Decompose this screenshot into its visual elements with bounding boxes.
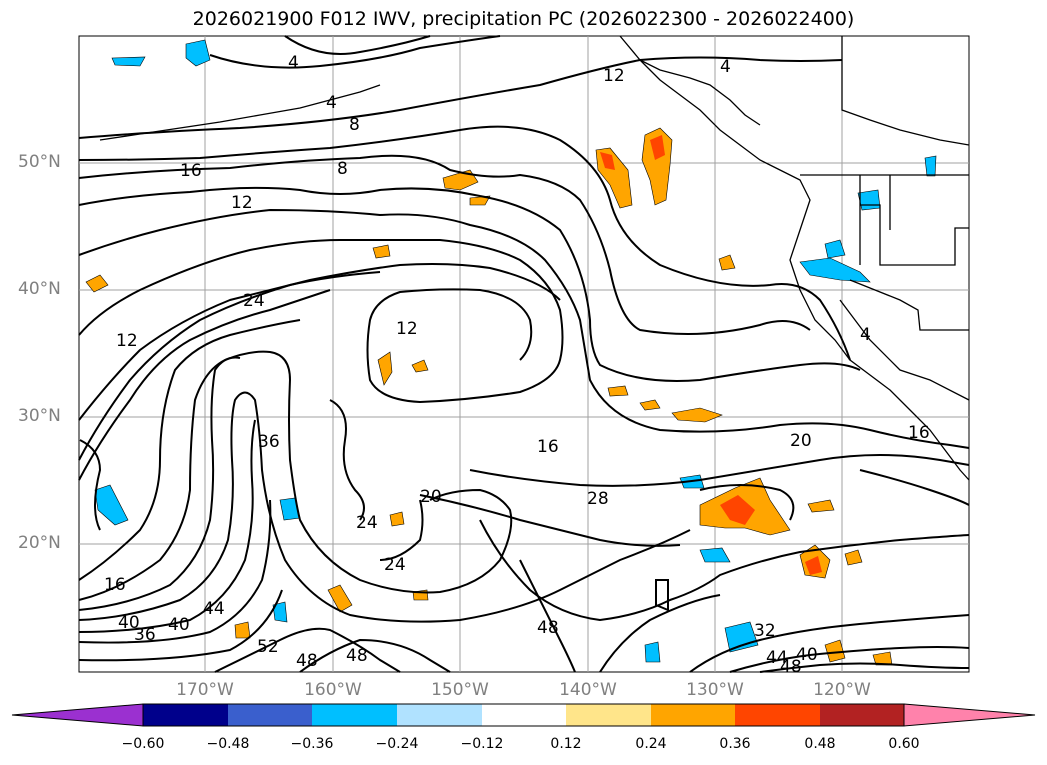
contour-labels: 4 4 4 12 8 8 16 12 12 12 24 36 16 20 20 … — [104, 53, 930, 677]
lon-label-150w: 150°W — [431, 680, 489, 700]
lat-label-40n: 40°N — [18, 279, 61, 299]
lon-label-120w: 120°W — [813, 680, 871, 700]
contour-label: 4 — [326, 93, 337, 113]
contour-label: 4 — [288, 53, 299, 73]
lat-label-30n: 30°N — [18, 406, 61, 426]
lat-label-20n: 20°N — [18, 533, 61, 553]
colorbar-tick: 0.24 — [635, 736, 667, 752]
contour-label: 16 — [537, 437, 559, 457]
contour-label: 32 — [754, 621, 776, 641]
contour-label: 20 — [790, 431, 812, 451]
contour-label: 16 — [104, 575, 126, 595]
gridlines — [79, 36, 969, 672]
contour-label: 12 — [396, 319, 418, 339]
colorbar-tick: −0.60 — [121, 736, 165, 752]
contour-label: 44 — [203, 599, 225, 619]
contour-label: 48 — [296, 651, 318, 671]
contour-label: 24 — [243, 291, 265, 311]
contour-label: 48 — [780, 657, 802, 677]
lon-label-160w: 160°W — [304, 680, 362, 700]
map-title: 2026021900 F012 IWV, precipitation PC (2… — [192, 8, 855, 30]
contour-label: 12 — [116, 331, 138, 351]
contour-label: 16 — [180, 161, 202, 181]
contour-label: 48 — [537, 618, 559, 638]
contour-label: 36 — [258, 432, 280, 452]
lon-label-170w: 170°W — [176, 680, 234, 700]
precip-positive-shading — [85, 127, 893, 666]
contour-label: 8 — [337, 159, 348, 179]
lon-label-140w: 140°W — [559, 680, 617, 700]
colorbar-tick: −0.36 — [290, 736, 334, 752]
colorbar-tick: 0.48 — [804, 736, 836, 752]
contour-label: 40 — [118, 613, 140, 633]
contour-label: 20 — [420, 487, 442, 507]
contour-label: 4 — [860, 325, 871, 345]
colorbar-tick: 0.60 — [888, 736, 920, 752]
colorbar-tick: 0.12 — [550, 736, 582, 752]
colorbar-tick: −0.12 — [460, 736, 504, 752]
iwv-contours — [78, 35, 970, 673]
contour-label: 48 — [346, 646, 368, 666]
precip-negative-shading — [94, 39, 937, 663]
contour-label: 24 — [356, 513, 378, 533]
contour-label: 12 — [231, 193, 253, 213]
lon-label-130w: 130°W — [686, 680, 744, 700]
lat-label-50n: 50°N — [18, 152, 61, 172]
contour-label: 8 — [349, 115, 360, 135]
colorbar-tick: −0.24 — [375, 736, 419, 752]
contour-label: 36 — [134, 625, 156, 645]
colorbar-tick: 0.36 — [719, 736, 751, 752]
contour-label: 12 — [603, 66, 625, 86]
contour-label: 40 — [168, 615, 190, 635]
contour-label: 24 — [384, 555, 406, 575]
contour-label: 4 — [720, 57, 731, 77]
contour-label: 52 — [257, 637, 279, 657]
colorbar-tick: −0.48 — [206, 736, 250, 752]
contour-label: 44 — [766, 648, 788, 668]
contour-label: 28 — [587, 489, 609, 509]
contour-label: 40 — [796, 645, 818, 665]
contour-label: 16 — [908, 423, 930, 443]
